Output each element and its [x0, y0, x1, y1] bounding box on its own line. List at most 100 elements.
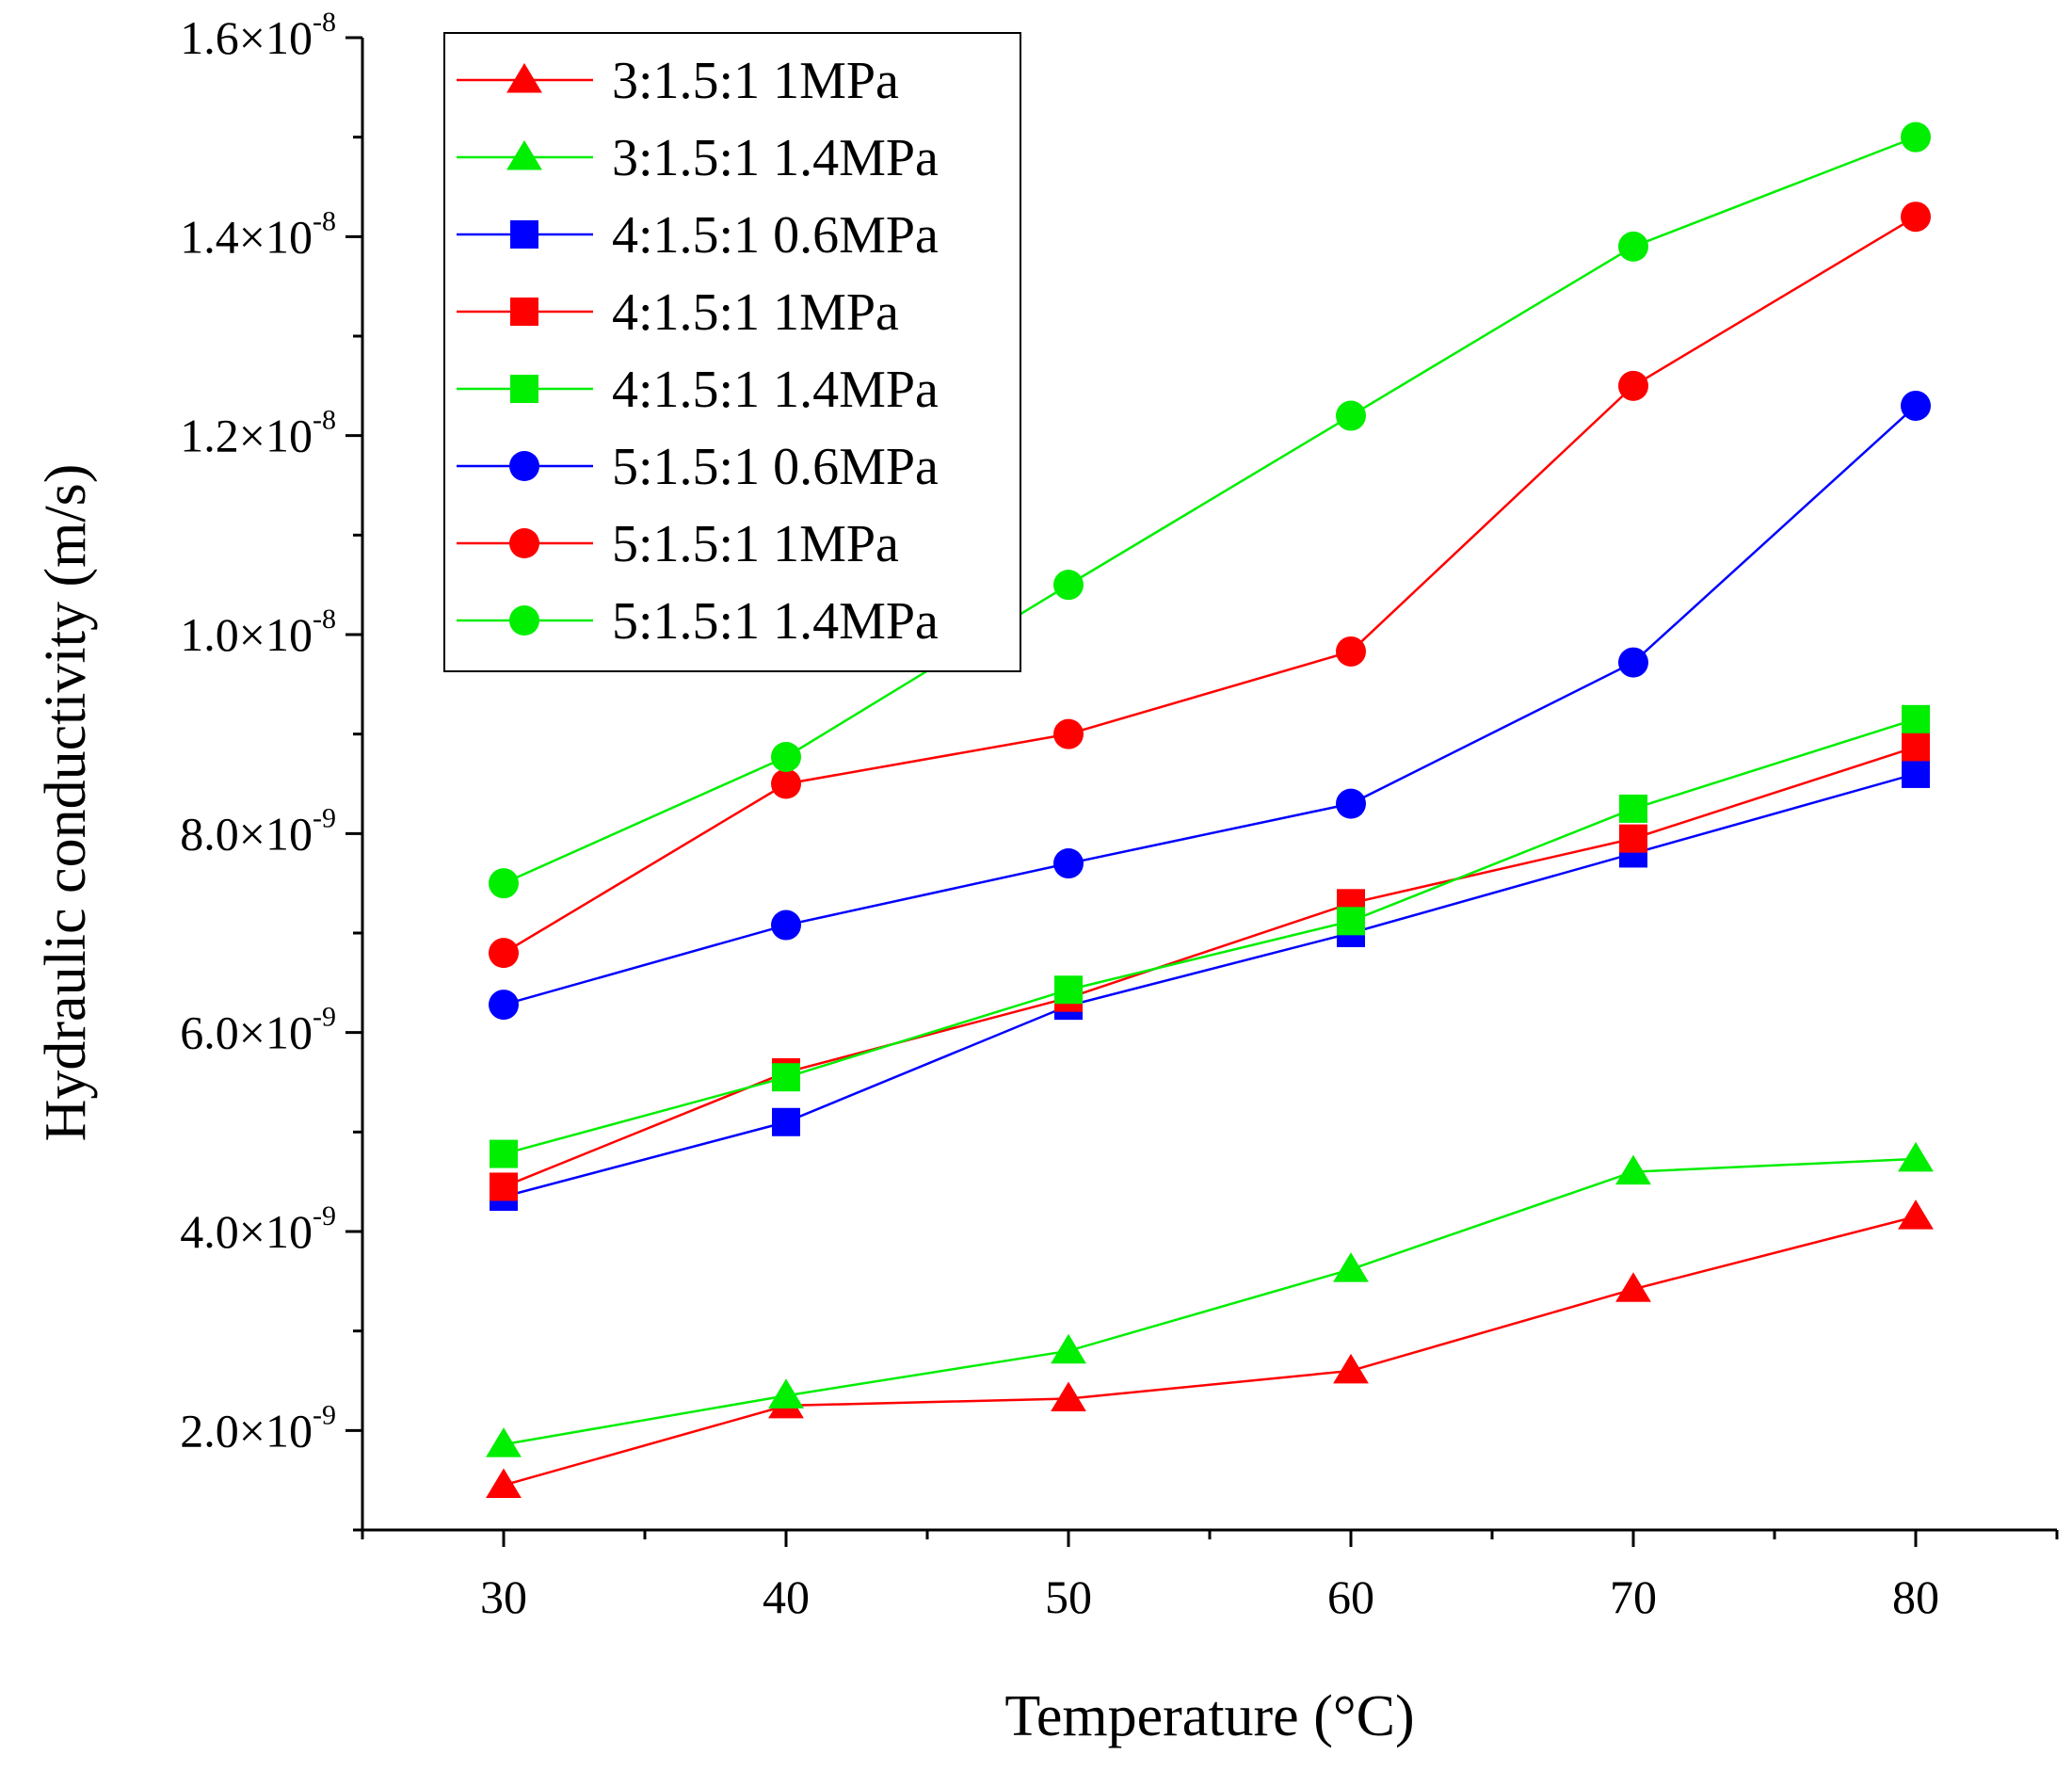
series-3 — [490, 759, 1930, 1212]
data-point — [1053, 570, 1084, 601]
data-point — [1619, 824, 1647, 853]
series-line — [503, 405, 1917, 1006]
data-point — [1336, 636, 1366, 667]
data-point — [490, 1139, 518, 1168]
data-point — [772, 1063, 800, 1092]
data-point — [490, 1172, 518, 1201]
data-point — [771, 910, 801, 941]
data-point — [489, 990, 519, 1021]
data-point — [1333, 1252, 1369, 1282]
series-4 — [490, 733, 1930, 1201]
data-point — [489, 938, 519, 969]
series-line — [503, 717, 1917, 1155]
legend-item: 3:1.5:1 1.4MPa — [457, 129, 939, 187]
legend-marker — [510, 220, 538, 249]
y-tick-label: 8.0×10-9 — [180, 802, 336, 860]
x-tick-label: 40 — [763, 1570, 810, 1623]
x-tick-label: 50 — [1045, 1570, 1092, 1623]
data-point — [1902, 704, 1930, 733]
legend-item: 5:1.5:1 1.4MPa — [457, 592, 939, 651]
axes: 30 40 50 60 70 80 2.0×10-9 4.0×10-9 6.0×10-9 8.0×… — [180, 7, 2059, 1623]
legend-label: 4:1.5:1 1MPa — [612, 283, 899, 342]
data-point — [1898, 1141, 1934, 1172]
data-point — [1898, 1199, 1934, 1230]
series-line — [503, 772, 1917, 1199]
legend-marker — [506, 63, 542, 93]
x-tick-label: 30 — [480, 1570, 527, 1623]
y-tick-label: 4.0×10-9 — [180, 1200, 336, 1258]
series-2 — [486, 1141, 1934, 1457]
legend-marker — [510, 298, 538, 326]
y-tick-label: 1.6×10-8 — [180, 7, 336, 64]
data-point — [1336, 400, 1366, 431]
series-line — [503, 1157, 1917, 1446]
legend-box — [443, 32, 1021, 672]
data-point — [1333, 1353, 1369, 1384]
y-tick-label: 1.4×10-8 — [180, 205, 336, 263]
legend-item: 4:1.5:1 0.6MPa — [457, 206, 939, 265]
data-point — [768, 1378, 804, 1409]
legend-marker — [509, 528, 539, 558]
data-point — [1051, 1333, 1086, 1364]
data-point — [1337, 907, 1365, 936]
data-point — [1618, 231, 1648, 262]
legend-marker — [509, 451, 539, 481]
legend-label: 5:1.5:1 1.4MPa — [612, 592, 939, 651]
legend-label: 5:1.5:1 0.6MPa — [612, 438, 939, 496]
data-point — [1053, 848, 1084, 879]
series-line — [503, 216, 1917, 955]
data-point — [1054, 975, 1083, 1005]
legend-label: 5:1.5:1 1MPa — [612, 515, 899, 573]
data-point — [1615, 1272, 1651, 1302]
data-point — [486, 1468, 522, 1498]
legend-marker — [506, 140, 542, 170]
data-point — [1053, 718, 1084, 749]
x-tick-label: 70 — [1610, 1570, 1657, 1623]
x-tick-label: 80 — [1892, 1570, 1939, 1623]
series-line — [503, 1215, 1917, 1487]
data-point — [1618, 647, 1648, 678]
data-point — [1902, 733, 1930, 762]
legend-item: 5:1.5:1 1MPa — [457, 515, 899, 573]
data-point — [771, 741, 801, 772]
data-point — [1901, 121, 1931, 153]
legend-item: 4:1.5:1 1MPa — [457, 283, 899, 342]
legend: 3:1.5:1 1MPa 3:1.5:1 1.4MPa 4:1.5:1 0.6MPa… — [443, 32, 1021, 672]
data-point — [486, 1427, 522, 1457]
legend-label: 4:1.5:1 0.6MPa — [612, 206, 939, 265]
series-line — [503, 746, 1917, 1188]
data-point — [1051, 1381, 1086, 1412]
legend-item: 3:1.5:1 1MPa — [457, 52, 899, 110]
data-point — [1615, 1154, 1651, 1185]
y-axis-title: Hydraulic conductivity (m/s) — [34, 464, 98, 1142]
y-tick-label: 1.2×10-8 — [180, 405, 336, 462]
data-point — [1618, 370, 1648, 401]
data-point — [1619, 794, 1647, 823]
series-layer — [486, 121, 1934, 1498]
x-axis-title: Temperature (°C) — [1004, 1684, 1414, 1748]
data-point — [1901, 390, 1931, 421]
series-7 — [489, 201, 1931, 969]
x-tick-label: 60 — [1327, 1570, 1374, 1623]
data-point — [771, 768, 801, 799]
data-point — [772, 1107, 800, 1136]
data-point — [1902, 759, 1930, 788]
series-8 — [489, 121, 1931, 899]
y-tick-label: 2.0×10-9 — [180, 1399, 336, 1457]
y-tick-label: 6.0×10-9 — [180, 1002, 336, 1059]
data-point — [1901, 201, 1931, 233]
legend-label: 3:1.5:1 1.4MPa — [612, 129, 939, 187]
legend-item: 5:1.5:1 0.6MPa — [457, 438, 939, 496]
legend-label: 4:1.5:1 1.4MPa — [612, 361, 939, 419]
series-line — [503, 136, 1917, 885]
legend-item: 4:1.5:1 1.4MPa — [457, 361, 939, 419]
legend-label: 3:1.5:1 1MPa — [612, 52, 899, 110]
series-1 — [486, 1199, 1934, 1498]
legend-marker — [509, 605, 539, 636]
data-point — [489, 868, 519, 899]
data-point — [1336, 788, 1366, 819]
legend-marker — [510, 375, 538, 403]
series-5 — [490, 704, 1930, 1168]
y-tick-label: 1.0×10-8 — [180, 604, 336, 661]
